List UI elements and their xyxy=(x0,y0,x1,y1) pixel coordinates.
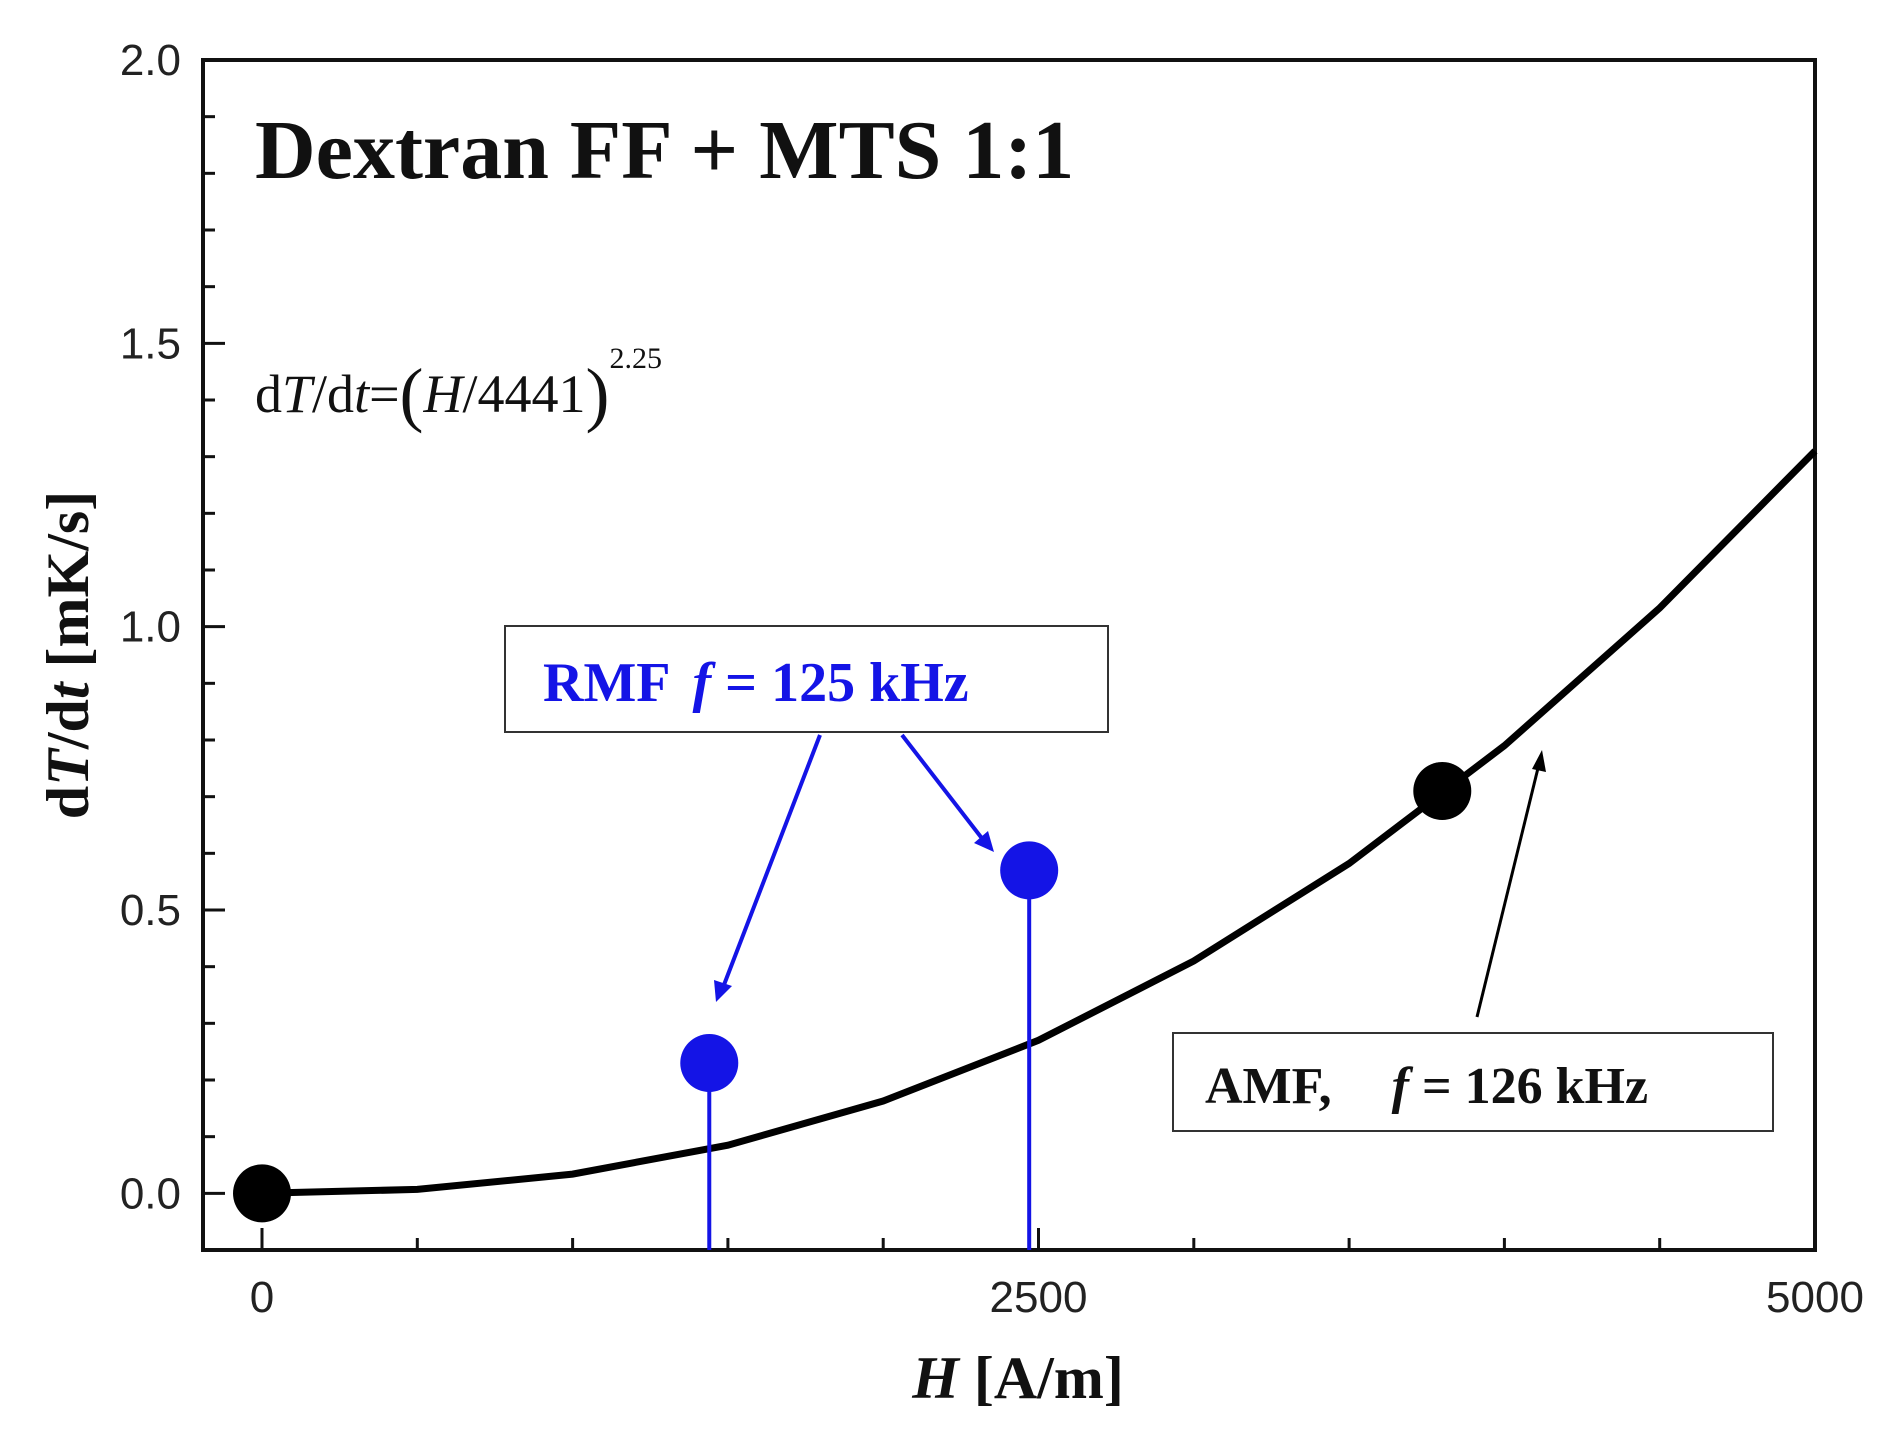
amf-data-point xyxy=(1413,762,1472,820)
y-tick-label: 1.5 xyxy=(120,319,181,368)
amf-arrow-shaft xyxy=(1475,763,1541,1018)
fit-eq-divisor: /4441 xyxy=(463,364,586,424)
fit-curve-line xyxy=(261,448,1818,1197)
rmf-annotation-text: RMF f = 125 kHz xyxy=(543,652,969,714)
y-axis-title-T: T xyxy=(35,747,101,786)
rmf-arrow-right-head xyxy=(974,831,994,852)
fit-eq-d1: d xyxy=(255,364,282,424)
fit-eq-open-paren: ( xyxy=(400,354,424,434)
amf-f: f xyxy=(1392,1058,1414,1115)
rmf-rest: = 125 kHz xyxy=(711,652,968,714)
rmf-arrow-right-shaft xyxy=(900,733,986,843)
amf-annotation-box xyxy=(1172,1032,1774,1132)
amf-prefix: AMF, xyxy=(1205,1058,1332,1115)
plot-frame xyxy=(201,58,1817,1252)
rmf-arrows xyxy=(714,733,994,1002)
x-tick-label: 5000 xyxy=(1766,1273,1864,1322)
fit-eq-close-paren: ) xyxy=(586,354,610,434)
fit-eq-t: t xyxy=(354,364,371,424)
x-axis-title-unit: [A/m] xyxy=(959,1345,1124,1411)
rmf-data-point xyxy=(680,1034,739,1092)
data-points-layer xyxy=(233,762,1472,1250)
y-axis-ticks: 0.0 0.5 1.0 1.5 2.0 xyxy=(120,36,225,1218)
amf-annotation-text: AMF, f = 126 kHz xyxy=(1205,1058,1648,1115)
x-axis-title: H [A/m] xyxy=(911,1345,1124,1411)
y-tick-label: 2.0 xyxy=(120,36,181,85)
fit-equation: dT/dt=(H/4441)2.25 xyxy=(255,342,662,434)
y-axis-title-unit: [mK/s] xyxy=(35,491,101,683)
fit-eq-T: T xyxy=(282,364,316,424)
rmf-arrow-left-shaft xyxy=(720,734,822,991)
fit-eq-equals: = xyxy=(369,364,399,424)
x-tick-label: 2500 xyxy=(990,1273,1088,1322)
fit-eq-exponent: 2.25 xyxy=(610,342,663,375)
amf-data-point xyxy=(233,1164,292,1223)
rmf-annotation-box xyxy=(504,625,1109,733)
x-tick-label: 0 xyxy=(250,1273,274,1322)
fit-eq-H: H xyxy=(423,364,466,424)
y-axis-title-mid: /d xyxy=(35,699,101,750)
rmf-prefix: RMF xyxy=(543,652,671,714)
y-tick-label: 0.0 xyxy=(120,1169,181,1218)
amf-rest: = 126 kHz xyxy=(1409,1058,1648,1115)
y-tick-label: 0.5 xyxy=(120,886,181,935)
rmf-arrow-left-head xyxy=(714,980,732,1002)
y-axis-title: dT/dt [mK/s] xyxy=(35,491,101,819)
x-axis-ticks: 0 2500 5000 xyxy=(250,1228,1864,1322)
x-axis-title-var: H xyxy=(911,1345,961,1411)
amf-arrow xyxy=(1475,750,1546,1018)
y-axis-title-t: t xyxy=(35,680,101,699)
chart-title: Dextran FF + MTS 1:1 xyxy=(255,104,1074,197)
amf-arrow-head xyxy=(1532,750,1546,772)
y-axis-title-d1: d xyxy=(35,786,101,819)
y-tick-label: 1.0 xyxy=(120,603,181,652)
fit-eq-slash-d: /d xyxy=(312,364,354,424)
rmf-data-point xyxy=(1000,841,1059,900)
